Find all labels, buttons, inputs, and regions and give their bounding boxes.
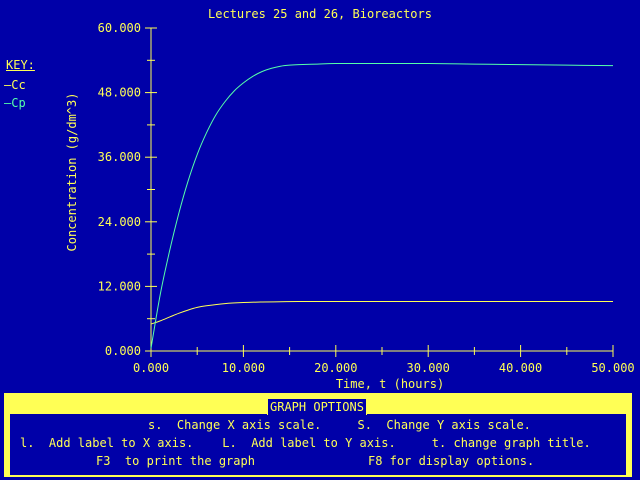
legend-title: KEY: — [6, 58, 35, 72]
y-ticks: 0.000 12.000 24.000 36.000 48.000 60.000 — [98, 21, 157, 358]
x-tick-label: 50.000 — [591, 361, 634, 375]
series-line-cp — [150, 62, 614, 349]
series-line-cc — [150, 300, 613, 325]
x-tick-label: 10.000 — [222, 361, 265, 375]
x-tick-label: 40.000 — [499, 361, 542, 375]
legend-label-cp: Cp — [11, 96, 26, 110]
y-tick-label: 48.000 — [98, 86, 141, 100]
x-tick-label: 20.000 — [314, 361, 357, 375]
chart: Lectures 25 and 26, Bioreactors 0.000 12.… — [65, 7, 635, 391]
menu-line-print[interactable]: F3 to print the graph — [96, 454, 255, 468]
x-ticks: 0.000 10.000 20.000 30.000 40.000 50.000 — [133, 345, 635, 375]
menu-line-display-options[interactable]: F8 for display options. — [368, 454, 535, 468]
y-tick-label: 24.000 — [98, 215, 141, 229]
axes — [150, 28, 613, 352]
legend-item-cc: —Cc — [4, 78, 26, 92]
x-tick-label: 30.000 — [407, 361, 450, 375]
y-tick-label: 36.000 — [98, 150, 141, 164]
legend-item-cp: —Cp — [4, 96, 26, 110]
legend-label-cc: Cc — [11, 78, 26, 92]
graph-options-title: GRAPH OPTIONS — [267, 398, 367, 415]
menu-line-axis-scale[interactable]: s. Change X axis scale. S. Change Y axis… — [148, 418, 531, 432]
menu-line-labels[interactable]: l. Add label to X axis. L. Add label to … — [20, 436, 591, 450]
chart-title: Lectures 25 and 26, Bioreactors — [208, 7, 432, 21]
graph-options-body: s. Change X axis scale. S. Change Y axis… — [10, 414, 626, 475]
y-tick-label: 0.000 — [105, 344, 141, 358]
x-tick-label: 0.000 — [133, 361, 169, 375]
y-tick-label: 12.000 — [98, 279, 141, 293]
y-tick-label: 60.000 — [98, 21, 141, 35]
x-axis-label: Time, t (hours) — [336, 377, 444, 391]
graph-options-panel: s. Change X axis scale. S. Change Y axis… — [4, 393, 632, 477]
y-axis-label: Concentration (g/dm^3) — [65, 93, 79, 252]
series-lines — [150, 62, 614, 349]
